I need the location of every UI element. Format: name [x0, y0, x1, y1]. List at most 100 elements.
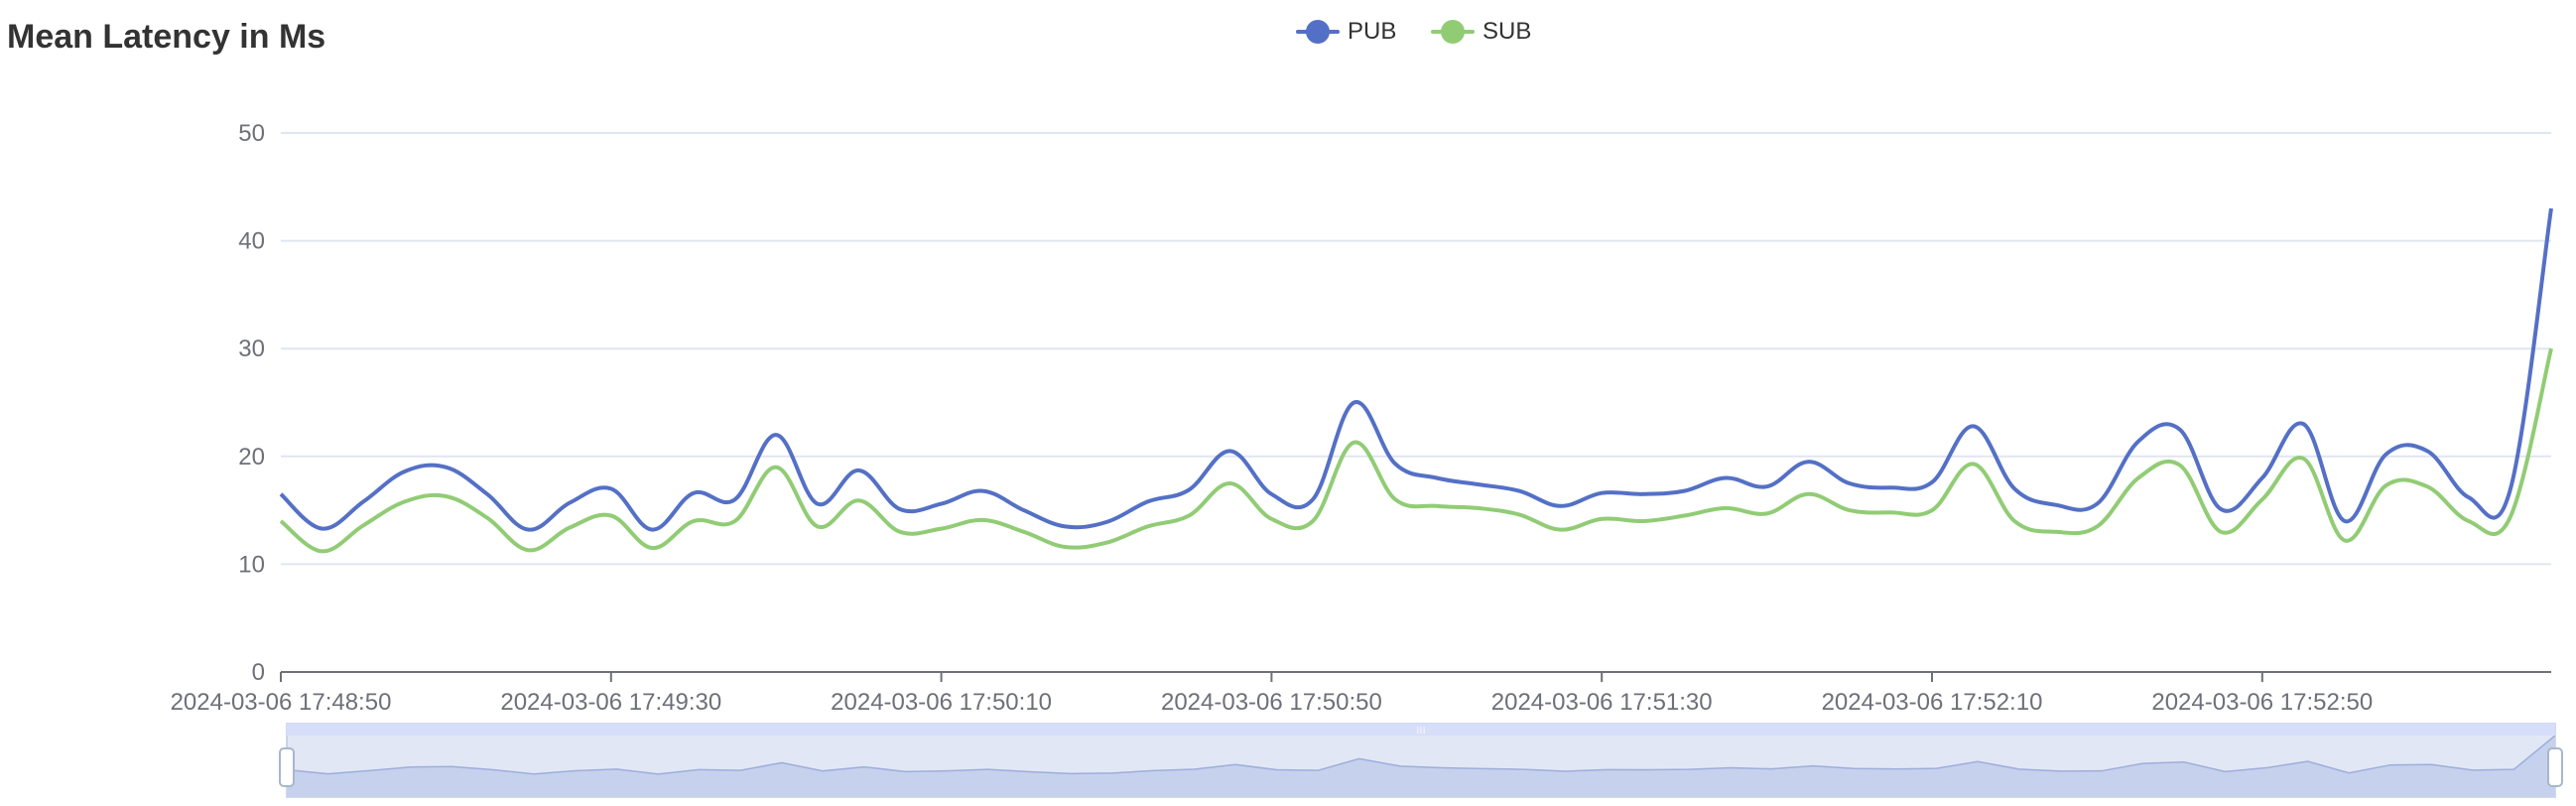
data-point-pub	[526, 527, 532, 533]
data-point-pub	[608, 485, 614, 491]
legend-item-pub[interactable]: PUB	[1296, 18, 1396, 46]
data-point-pub	[732, 496, 738, 502]
x-axis: 2024-03-06 17:48:50 2024-03-06 17:49:30 20…	[171, 671, 2551, 716]
datazoom-preview-line	[286, 735, 2556, 775]
data-point-sub	[278, 518, 284, 524]
series-line-pub	[279, 207, 2553, 532]
legend-item-sub[interactable]: SUB	[1431, 18, 1531, 46]
data-point-sub	[608, 513, 614, 519]
data-point-pub	[1971, 423, 1977, 429]
y-tick-label: 30	[238, 336, 265, 362]
data-point-pub	[855, 468, 861, 473]
data-point-pub	[2135, 439, 2141, 445]
data-point-pub	[484, 491, 490, 497]
data-point-pub	[2300, 421, 2306, 427]
data-point-pub	[567, 500, 573, 506]
y-axis: 0 10 20 30 40 50	[238, 120, 265, 686]
data-point-sub	[732, 518, 738, 524]
data-point-sub	[1764, 510, 1770, 516]
data-point-pub	[979, 488, 985, 494]
data-point-sub	[2218, 529, 2224, 535]
data-point-sub	[1352, 440, 1357, 446]
data-point-sub	[1310, 518, 1316, 524]
data-point-sub	[2383, 482, 2389, 488]
legend: PUB SUB	[0, 18, 2576, 54]
y-tick-label: 0	[252, 659, 265, 686]
data-point-sub	[320, 548, 325, 554]
data-point-sub	[484, 515, 490, 521]
data-point-pub	[2383, 452, 2389, 458]
datazoom-selection	[287, 736, 2555, 797]
data-point-pub	[2424, 448, 2430, 454]
data-point-sub	[2259, 496, 2265, 502]
x-tick-label: 2024-03-06 17:51:30	[1491, 689, 1713, 716]
data-point-sub	[1145, 523, 1151, 529]
data-point-pub	[1352, 400, 1357, 406]
data-point-pub	[1847, 480, 1853, 486]
data-point-sub	[1103, 540, 1109, 546]
y-tick-label: 50	[238, 120, 265, 147]
data-point-pub	[1640, 491, 1646, 497]
legend-swatch-pub	[1296, 18, 1340, 46]
legend-label-pub: PUB	[1348, 18, 1397, 45]
data-point-sub	[979, 517, 985, 523]
data-point-pub	[360, 498, 366, 504]
data-point-sub	[1887, 509, 1893, 515]
data-point-sub	[1392, 496, 1398, 502]
data-point-pub	[1929, 479, 1935, 485]
data-point-sub	[1227, 480, 1233, 486]
datazoom-preview-area	[287, 736, 2555, 797]
data-point-pub	[2011, 485, 2017, 491]
data-point-pub	[1723, 475, 1729, 481]
data-point-sub	[1062, 544, 1068, 550]
data-point-sub	[1021, 529, 1027, 535]
data-point-sub	[1929, 507, 1935, 513]
data-point-pub	[1392, 461, 1398, 467]
data-point-pub	[1558, 503, 1564, 509]
data-point-pub	[1475, 481, 1481, 487]
data-point-pub	[1805, 459, 1811, 465]
data-point-pub	[443, 465, 449, 470]
datazoom-left-handle[interactable]	[279, 747, 295, 787]
data-point-pub	[897, 506, 903, 512]
y-tick-label: 40	[238, 228, 265, 255]
data-point-sub	[2094, 523, 2100, 529]
data-point-pub	[2094, 501, 2100, 507]
datazoom-slider: ⁞⁞⁞	[279, 723, 2563, 798]
data-point-pub	[1887, 484, 1893, 490]
data-point-pub	[773, 432, 779, 438]
data-point-sub	[526, 547, 532, 553]
data-point-pub	[1434, 475, 1440, 481]
data-point-pub	[691, 490, 697, 496]
data-point-sub	[2053, 529, 2059, 535]
data-point-pub	[2507, 488, 2512, 494]
data-point-sub	[939, 526, 945, 532]
data-point-sub	[1558, 527, 1564, 533]
data-point-sub	[815, 523, 821, 529]
data-point-pub	[1764, 483, 1770, 489]
data-point-pub	[2342, 518, 2348, 524]
data-point-sub	[1599, 516, 1605, 522]
y-tick-label: 20	[238, 444, 265, 470]
datazoom-move-handle[interactable]	[287, 724, 2555, 736]
data-point-pub	[1145, 498, 1151, 504]
data-point-sub	[567, 525, 573, 531]
data-point-pub	[939, 501, 945, 507]
data-point-pub	[402, 469, 408, 474]
data-point-sub	[2466, 518, 2472, 524]
data-point-sub	[1681, 513, 1687, 519]
datazoom-right-handle[interactable]	[2547, 747, 2563, 787]
series-lines	[278, 207, 2554, 554]
data-point-sub	[2548, 345, 2554, 351]
data-point-sub	[2011, 518, 2017, 524]
grid-lines	[281, 132, 2551, 566]
data-point-sub	[1847, 507, 1853, 513]
data-point-pub	[320, 526, 325, 532]
data-point-pub	[2177, 427, 2183, 433]
data-point-sub	[1434, 503, 1440, 509]
data-point-sub	[1516, 511, 1522, 517]
data-point-pub	[2053, 502, 2059, 508]
y-tick-label: 10	[238, 551, 265, 578]
data-point-pub	[1103, 519, 1109, 525]
